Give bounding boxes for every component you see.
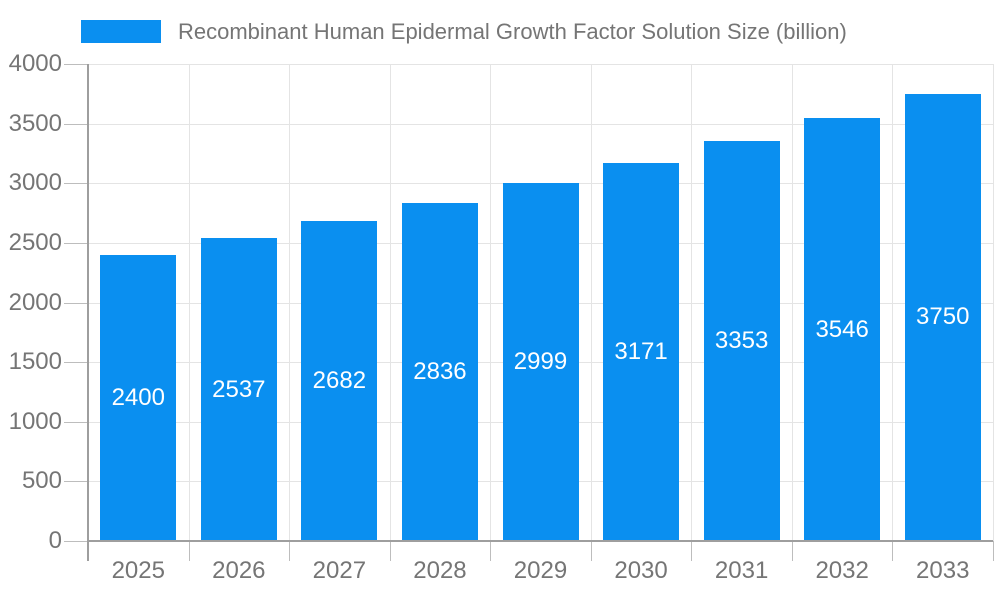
- y-axis-tick-label: 3000: [8, 169, 62, 197]
- x-gridline: [892, 64, 894, 541]
- legend-swatch: [81, 20, 161, 43]
- x-axis-tick-label: 2030: [614, 557, 668, 584]
- x-gridline: [289, 64, 291, 541]
- x-axis-tick: [791, 541, 793, 561]
- bar-value-label: 2682: [312, 367, 367, 395]
- x-axis-line: [88, 540, 993, 542]
- x-axis-tick-label: 2029: [513, 557, 568, 584]
- y-axis-tick-label: 4000: [8, 50, 62, 77]
- y-gridline: [88, 64, 993, 65]
- bar-value-label: 3546: [815, 315, 869, 343]
- bar-value-label: 2400: [111, 383, 165, 411]
- y-axis-tick-label: 2500: [8, 228, 62, 256]
- bar-2029[interactable]: [502, 183, 579, 541]
- y-axis-tick-label: 2000: [8, 288, 62, 316]
- y-axis-tick-label: 500: [21, 467, 62, 495]
- y-axis-tick: [64, 481, 88, 483]
- bar-2028[interactable]: [401, 202, 478, 541]
- x-axis-tick: [691, 541, 693, 561]
- bar-value-label: 2999: [513, 348, 568, 376]
- bar-2030[interactable]: [603, 162, 680, 541]
- y-axis-tick-label: 3500: [8, 109, 62, 137]
- bar-2027[interactable]: [301, 221, 378, 541]
- y-axis-tick: [64, 242, 88, 244]
- bar-2026[interactable]: [200, 238, 277, 541]
- y-axis-tick-label: 1500: [8, 348, 62, 376]
- bar-2031[interactable]: [703, 141, 780, 541]
- bar-value-label: 2836: [413, 357, 467, 385]
- bar-value-label: 3171: [614, 337, 668, 365]
- y-axis-tick-label: 1000: [8, 407, 62, 435]
- y-axis-line: [87, 64, 89, 561]
- legend-label: Recombinant Human Epidermal Growth Facto…: [178, 18, 847, 44]
- bar-2033[interactable]: [904, 93, 981, 541]
- x-gridline: [691, 64, 693, 541]
- x-axis-tick-label: 2027: [312, 557, 367, 584]
- bar-value-label: 2537: [212, 375, 266, 403]
- y-gridline: [88, 123, 993, 125]
- bar-value-label: 3750: [916, 303, 970, 331]
- x-axis-tick: [289, 541, 291, 561]
- legend[interactable]: Recombinant Human Epidermal Growth Facto…: [81, 18, 847, 45]
- x-axis-tick-label: 2025: [111, 557, 165, 584]
- x-axis-tick-label: 2032: [815, 557, 869, 584]
- x-gridline: [791, 64, 793, 541]
- x-gridline: [590, 64, 592, 541]
- bar-value-label: 3353: [714, 327, 769, 355]
- y-axis-tick: [64, 183, 88, 185]
- y-axis-tick: [64, 302, 88, 304]
- x-axis-tick: [188, 541, 190, 561]
- y-axis-tick: [64, 64, 88, 65]
- y-axis-tick: [64, 362, 88, 364]
- y-axis-tick: [64, 541, 88, 542]
- y-axis-tick: [64, 123, 88, 125]
- bar-2032[interactable]: [804, 118, 881, 541]
- y-axis-tick: [64, 421, 88, 423]
- x-axis-tick: [892, 541, 894, 561]
- bar-2025[interactable]: [100, 254, 177, 541]
- x-axis-tick-label: 2026: [212, 557, 266, 584]
- x-gridline: [389, 64, 391, 541]
- x-axis-tick: [389, 541, 391, 561]
- x-axis-tick-label: 2033: [916, 557, 970, 584]
- x-axis-tick: [993, 541, 994, 561]
- x-axis-tick-label: 2028: [413, 557, 467, 584]
- x-gridline: [993, 64, 994, 541]
- x-axis-tick: [490, 541, 492, 561]
- x-axis-tick-label: 2031: [714, 557, 769, 584]
- y-axis-tick-label: 0: [48, 527, 62, 554]
- x-gridline: [490, 64, 492, 541]
- x-gridline: [188, 64, 190, 541]
- x-axis-tick: [590, 541, 592, 561]
